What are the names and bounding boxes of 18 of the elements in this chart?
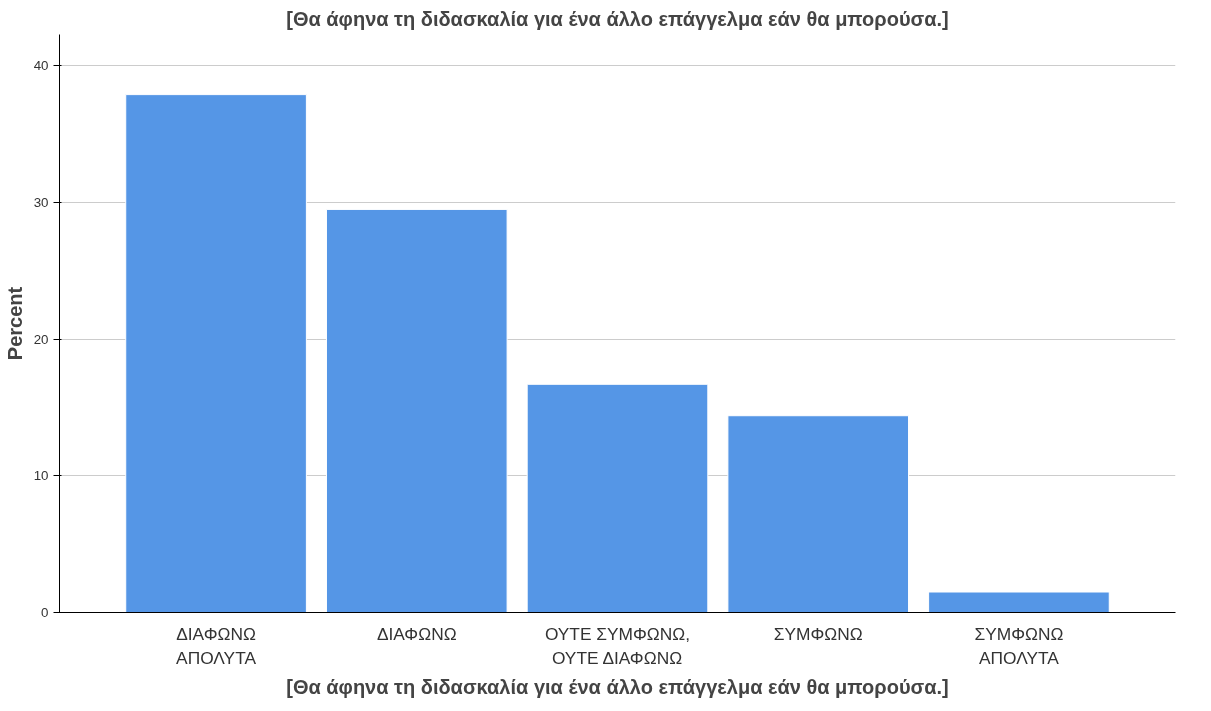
x-tick-label: ΣΥΜΦΩΝΩ ΑΠΟΛΥΤΑ xyxy=(974,623,1064,668)
bar xyxy=(325,208,508,613)
y-tick-label: 30 xyxy=(33,195,49,211)
x-tick-label: ΔΙΑΦΩΝΩ xyxy=(376,623,457,644)
y-tick-label: 20 xyxy=(33,331,49,347)
x-tick-label: ΔΙΑΦΩΝΩ ΑΠΟΛΥΤΑ xyxy=(176,623,257,668)
bar xyxy=(727,415,910,613)
bar xyxy=(125,94,307,613)
bar xyxy=(526,383,709,613)
bar xyxy=(928,591,1110,613)
y-tick-label: 0 xyxy=(41,605,49,620)
x-tick-label: ΣΥΜΦΩΝΩ xyxy=(773,623,863,644)
y-tick-label: 10 xyxy=(33,468,49,484)
x-axis-title: [Θα άφηνα τη διδασκαλία για ένα άλλο επάγγελμα εάν θα μπορούσα.] xyxy=(286,675,949,698)
chart-title: [Θα άφηνα τη διδασκαλία για ένα άλλο επάγγελμα εάν θα μπορούσα.] xyxy=(286,7,949,30)
y-axis-title: Percent xyxy=(3,286,26,361)
x-tick-label: ΟΥΤΕ ΣΥΜΦΩΝΩ, ΟΥΤΕ ΔΙΑΦΩΝΩ xyxy=(544,623,691,668)
y-tick-label: 40 xyxy=(33,58,49,74)
